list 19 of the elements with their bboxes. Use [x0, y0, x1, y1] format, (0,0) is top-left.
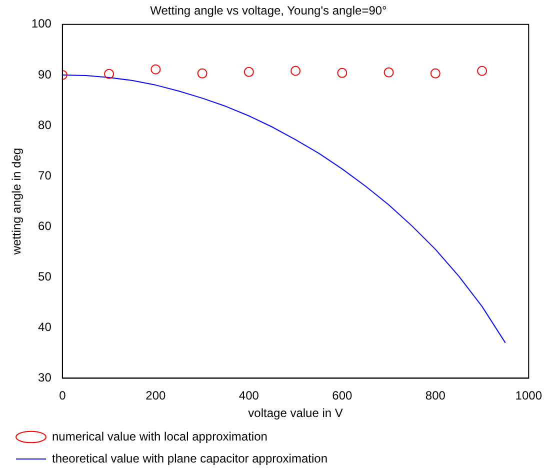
y-tick-label: 80	[38, 118, 52, 132]
x-tick-label: 0	[59, 388, 66, 403]
y-tick-label: 60	[38, 218, 52, 233]
y-tick-label: 100	[31, 16, 52, 31]
y-tick-label: 70	[38, 168, 52, 182]
x-tick-label: 200	[146, 388, 166, 403]
x-tick-label: 800	[425, 388, 446, 403]
x-tick-label: 400	[238, 388, 260, 403]
x-tick-label: 600	[332, 388, 352, 403]
chart-title: Wetting angle vs voltage, Young's angle=90°	[150, 4, 388, 18]
legend-label: numerical value with local approximation	[52, 429, 268, 444]
x-tick-label: 1000	[515, 388, 542, 403]
y-axis-title: wetting angle in deg	[10, 148, 24, 256]
x-axis-title: voltage value in V	[248, 406, 343, 420]
y-tick-label: 40	[38, 320, 52, 334]
legend-label: theoretical value with plane capacitor approximation	[52, 451, 328, 466]
y-tick-label: 30	[38, 370, 52, 385]
y-tick-label: 50	[38, 269, 52, 284]
y-tick-label: 90	[38, 67, 52, 82]
